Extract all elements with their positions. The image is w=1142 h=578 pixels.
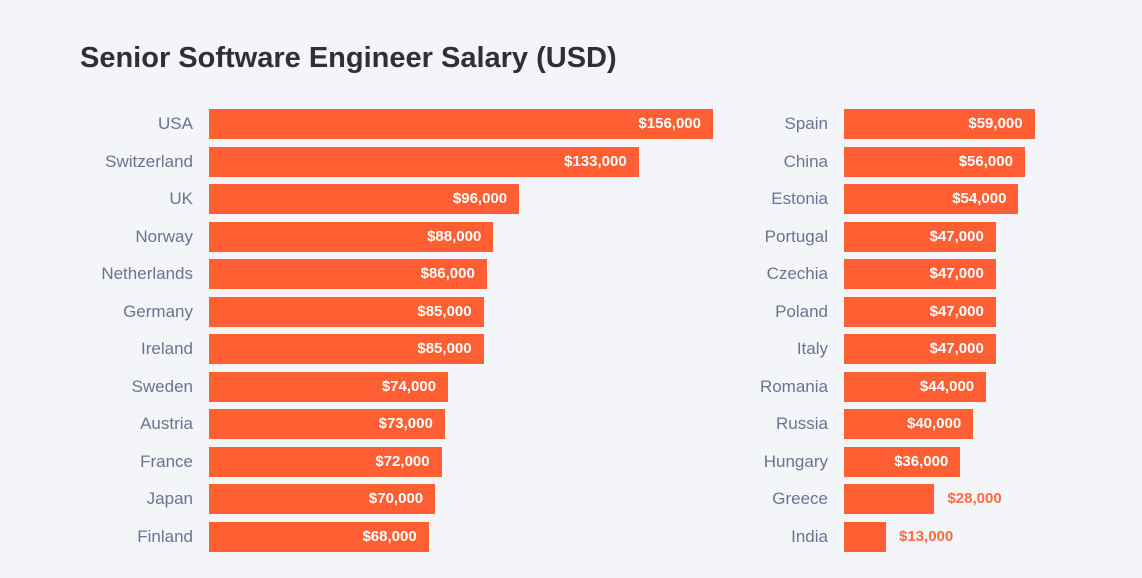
- data-label: $133,000: [564, 152, 627, 170]
- bar: [844, 184, 1019, 214]
- data-label: $40,000: [906, 415, 962, 432]
- data-label: $68,000: [362, 527, 417, 545]
- bar: [209, 109, 713, 139]
- bar: [844, 146, 1025, 177]
- category-label: Hungary: [763, 451, 828, 471]
- bar: [209, 484, 436, 514]
- data-label: $88,000: [427, 227, 482, 245]
- bar: [844, 371, 987, 402]
- bar: [209, 221, 494, 252]
- bar: [209, 521, 429, 552]
- category-label: Poland: [775, 301, 828, 321]
- category-label: France: [140, 451, 193, 471]
- data-label: $47,000: [929, 227, 984, 245]
- data-label: $59,000: [968, 115, 1023, 132]
- bar: [209, 409, 445, 439]
- data-label: $85,000: [417, 340, 472, 357]
- data-label: $70,000: [368, 490, 424, 507]
- data-label: $74,000: [381, 377, 437, 395]
- data-label: $28,000: [947, 490, 1002, 507]
- category-label: Norway: [135, 226, 193, 246]
- data-label: $13,000: [899, 527, 954, 545]
- category-label: China: [783, 151, 828, 171]
- category-label: Sweden: [131, 376, 193, 396]
- data-label: $44,000: [919, 377, 975, 395]
- category-label: Switzerland: [105, 151, 193, 171]
- bar: [844, 484, 935, 514]
- data-label: $73,000: [378, 415, 433, 432]
- data-label: $36,000: [894, 452, 949, 470]
- chart-title: Senior Software Engineer Salary (USD): [80, 42, 617, 74]
- data-label: $72,000: [375, 452, 430, 470]
- data-label: $54,000: [952, 190, 1007, 207]
- category-label: India: [791, 526, 828, 546]
- bar: [209, 334, 484, 364]
- bar: [209, 296, 484, 327]
- bar: [209, 184, 520, 214]
- category-label: Spain: [784, 114, 828, 133]
- category-label: Netherlands: [101, 264, 193, 283]
- data-label: $156,000: [638, 115, 701, 132]
- bar: [209, 146, 639, 177]
- category-label: Finland: [137, 526, 193, 546]
- bar: [844, 296, 996, 327]
- bar: [209, 446, 442, 477]
- bar: [844, 334, 996, 364]
- category-label: Austria: [140, 414, 193, 433]
- category-label: UK: [169, 189, 193, 208]
- bar: [209, 259, 487, 289]
- category-label: Germany: [123, 301, 193, 321]
- category-label: Japan: [146, 489, 193, 508]
- bar: [844, 521, 886, 552]
- bar: [844, 221, 996, 252]
- data-label: $47,000: [929, 302, 984, 320]
- category-label: USA: [158, 114, 193, 133]
- bar: [844, 109, 1035, 139]
- data-label: $85,000: [417, 302, 472, 320]
- category-label: Ireland: [141, 339, 193, 358]
- bar: [844, 446, 961, 477]
- bar: [844, 409, 974, 439]
- bar: [209, 371, 449, 402]
- category-label: Romania: [759, 376, 828, 396]
- category-label: Greece: [772, 489, 828, 508]
- category-label: Estonia: [771, 189, 828, 208]
- data-label: $86,000: [420, 265, 475, 282]
- data-label: $56,000: [958, 152, 1013, 170]
- data-label: $47,000: [929, 265, 984, 282]
- data-label: $96,000: [452, 190, 508, 207]
- category-label: Italy: [796, 339, 828, 358]
- category-label: Portugal: [764, 226, 828, 246]
- data-label: $47,000: [929, 340, 984, 357]
- bar: [844, 259, 996, 289]
- category-label: Czechia: [766, 264, 828, 283]
- category-label: Russia: [776, 414, 828, 433]
